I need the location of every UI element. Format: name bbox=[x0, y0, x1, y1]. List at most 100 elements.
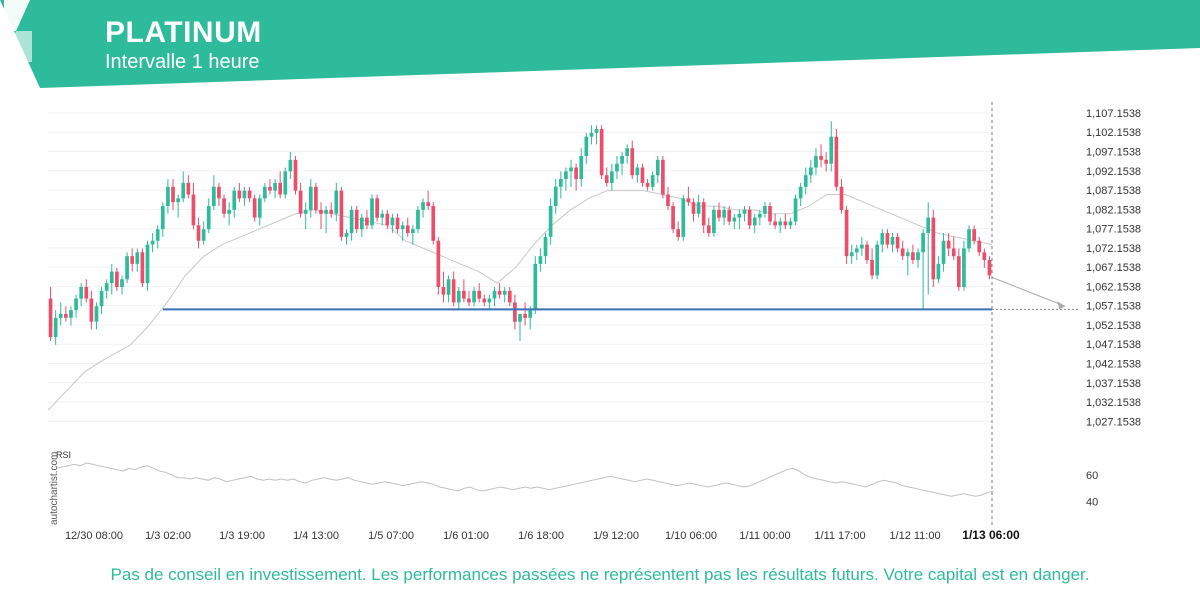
candle bbox=[436, 236, 441, 295]
candle-body bbox=[268, 186, 272, 191]
candle bbox=[375, 194, 379, 222]
candle bbox=[298, 182, 303, 218]
candle-body bbox=[365, 217, 369, 226]
candle-body bbox=[507, 290, 512, 303]
rsi-panel: RSI 60 40 bbox=[55, 450, 1098, 509]
candle bbox=[747, 206, 752, 230]
candle-body bbox=[370, 198, 374, 226]
candle-body bbox=[288, 159, 293, 172]
candle bbox=[227, 202, 231, 226]
candle bbox=[911, 244, 915, 264]
candle-body bbox=[574, 167, 578, 180]
x-tick-label: 1/10 06:00 bbox=[665, 530, 717, 542]
candle-body bbox=[620, 155, 624, 164]
candle-body bbox=[844, 209, 849, 257]
candle bbox=[574, 163, 578, 191]
candle bbox=[186, 175, 191, 199]
candle bbox=[359, 213, 364, 237]
candle bbox=[977, 236, 982, 257]
candle bbox=[773, 213, 777, 230]
candle-body bbox=[819, 155, 823, 160]
candle-body bbox=[405, 225, 410, 234]
y-tick-label: 1,087.1538 bbox=[1086, 185, 1141, 197]
candle-body bbox=[880, 233, 885, 245]
candle bbox=[380, 209, 385, 226]
candle-body bbox=[359, 217, 364, 230]
candle bbox=[456, 286, 461, 311]
candle-body bbox=[921, 233, 925, 253]
candle-body bbox=[732, 217, 737, 222]
candle-body bbox=[604, 175, 609, 183]
candle-body bbox=[303, 209, 308, 214]
candle-body bbox=[166, 186, 170, 207]
candle bbox=[252, 194, 257, 222]
candle-body bbox=[344, 233, 349, 237]
y-tick-label: 1,102.1538 bbox=[1086, 127, 1141, 139]
candle-body bbox=[569, 167, 573, 172]
candle-body bbox=[426, 202, 430, 207]
forecast-line bbox=[991, 276, 1066, 307]
x-tick-label: 1/13 06:00 bbox=[962, 528, 1020, 542]
candle bbox=[99, 286, 104, 314]
candle-body bbox=[64, 313, 68, 318]
candle bbox=[155, 225, 160, 249]
candle-body bbox=[870, 260, 874, 276]
candle-body bbox=[395, 217, 400, 230]
candle bbox=[594, 125, 599, 145]
y-tick-label: 1,042.1538 bbox=[1086, 358, 1141, 370]
candle bbox=[681, 194, 686, 241]
candle bbox=[625, 144, 629, 164]
candle bbox=[303, 202, 308, 230]
candle bbox=[150, 233, 155, 253]
candle bbox=[661, 155, 665, 199]
candle-body bbox=[416, 209, 420, 230]
moving-average bbox=[47, 190, 993, 411]
x-tick-label: 1/6 01:00 bbox=[443, 530, 489, 542]
candle-body bbox=[712, 209, 716, 234]
candle bbox=[166, 179, 170, 214]
candle bbox=[967, 225, 971, 253]
x-tick-label: 1/11 00:00 bbox=[739, 530, 790, 542]
interval-subtitle: Intervalle 1 heure bbox=[105, 51, 260, 73]
candle bbox=[385, 209, 390, 230]
candle bbox=[926, 202, 931, 295]
candle-body bbox=[446, 279, 451, 295]
candle-body bbox=[553, 186, 558, 207]
y-tick-label: 1,072.1538 bbox=[1086, 243, 1141, 255]
candle-body bbox=[803, 175, 808, 187]
candle bbox=[819, 144, 823, 168]
candle bbox=[482, 294, 487, 307]
candle-body bbox=[298, 190, 303, 214]
candle bbox=[895, 233, 900, 253]
candle-body bbox=[742, 209, 747, 214]
candle bbox=[58, 302, 63, 326]
candle bbox=[584, 132, 589, 164]
candle bbox=[339, 186, 344, 241]
candle bbox=[951, 236, 956, 261]
candle-body bbox=[140, 252, 145, 284]
y-tick-label: 1,067.1538 bbox=[1086, 262, 1141, 274]
candle-body bbox=[686, 198, 691, 203]
candle-body bbox=[717, 209, 721, 218]
candle bbox=[824, 152, 828, 172]
candle-body bbox=[160, 206, 165, 230]
candle-body bbox=[972, 229, 976, 241]
candle-body bbox=[640, 167, 645, 183]
candle bbox=[987, 256, 992, 280]
instrument-title: PLATINUM bbox=[105, 16, 262, 49]
candle bbox=[875, 240, 880, 280]
candle bbox=[140, 248, 145, 287]
candle-body bbox=[809, 167, 813, 176]
candle-body bbox=[186, 182, 191, 195]
watermark: autochartist.com bbox=[49, 452, 60, 525]
candle-body bbox=[283, 171, 288, 195]
candle-body bbox=[69, 310, 73, 318]
candle-body bbox=[518, 313, 522, 322]
candle-body bbox=[594, 128, 599, 133]
candle-body bbox=[232, 190, 237, 210]
x-axis: 12/30 08:00 1/3 02:00 1/3 19:00 1/4 13:00 1/… bbox=[65, 528, 1020, 542]
candle bbox=[201, 221, 206, 245]
candle-body bbox=[308, 186, 313, 210]
candle-body bbox=[783, 221, 788, 226]
candle-body bbox=[661, 159, 665, 195]
